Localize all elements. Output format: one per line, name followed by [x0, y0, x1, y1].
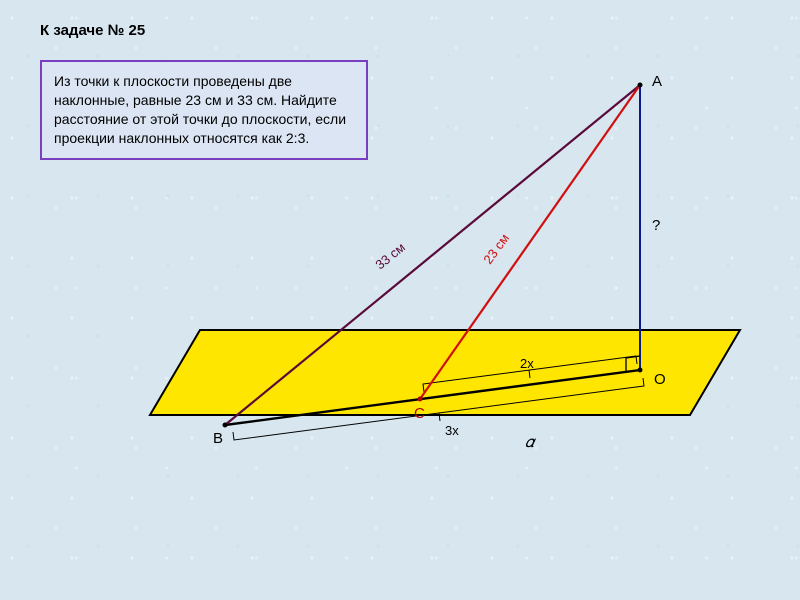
label-C: С	[414, 405, 425, 422]
point-A	[638, 83, 643, 88]
label-alpha: 𝛼	[525, 434, 537, 451]
point-C	[418, 397, 423, 402]
label-2x: 2х	[520, 356, 534, 371]
point-O	[638, 368, 643, 373]
label-O: О	[654, 371, 666, 388]
label-3x: 3х	[445, 423, 459, 438]
geometry-diagram: А О В С 33 см 23 см ? 2х 3х 𝛼	[0, 0, 800, 600]
label-question: ?	[652, 217, 660, 234]
label-33cm: 33 см	[372, 240, 408, 273]
canvas-background: К задаче № 25 Из точки к плоскости прове…	[0, 0, 800, 600]
label-23cm: 23 см	[480, 231, 512, 267]
plane-alpha	[150, 330, 740, 415]
label-A: А	[652, 73, 662, 90]
label-B: В	[213, 430, 223, 447]
point-B	[223, 423, 228, 428]
